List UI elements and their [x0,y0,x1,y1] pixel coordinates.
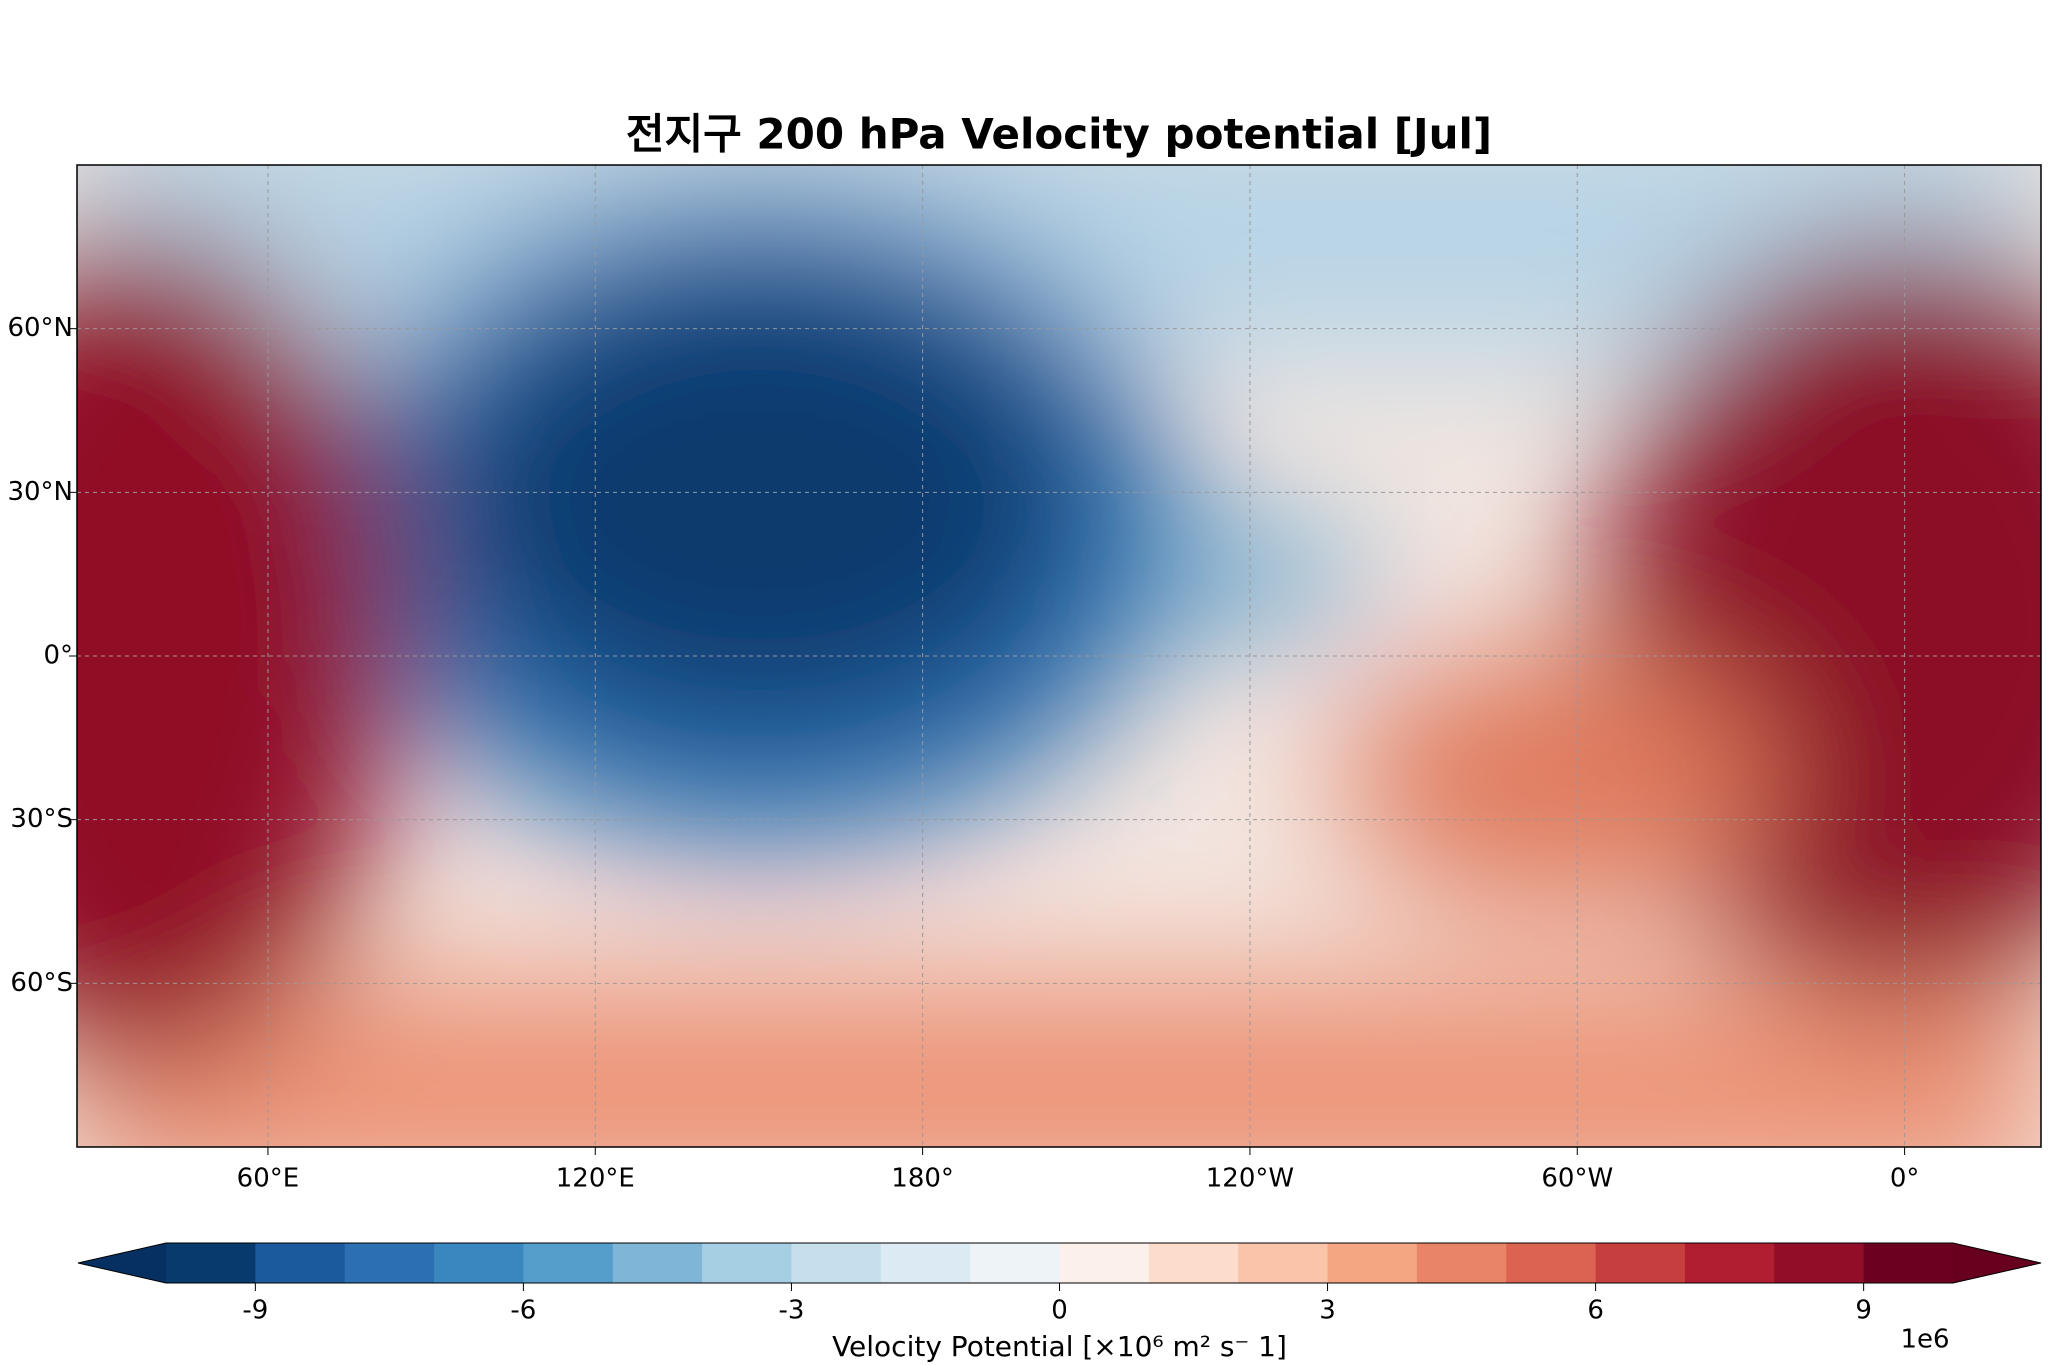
colorbar-bin [970,1243,1060,1283]
field [77,165,2041,1147]
x-tick-label: 120°E [556,1164,635,1194]
colorbar-extend-over [1953,1243,2041,1283]
colorbar-tick-label: 9 [1855,1296,1872,1326]
colorbar-bin [1059,1243,1150,1283]
high-ridge [1340,650,1780,910]
colorbar-bin [1595,1243,1686,1283]
y-tick-label: 0° [43,641,73,671]
x-tick-label: 180° [891,1164,954,1194]
colorbar-bin [791,1243,882,1283]
colorbar-bin [523,1243,614,1283]
title: 전지구 200 hPa Velocity potential [Jul] [626,110,1492,159]
colorbar-frame [77,1242,2042,1284]
x-tick-label: 120°W [1206,1164,1294,1194]
colorbar-bin [1863,1243,1954,1283]
colorbar-bin [344,1243,435,1283]
colorbar-bin [255,1243,346,1283]
high-west [77,230,400,1070]
x-tick-label: 0° [1890,1164,1920,1194]
colorbar-bin [612,1243,703,1283]
colorbar-tick-label: -6 [510,1296,536,1326]
colorbar-bin [1416,1243,1507,1283]
x-tick-label: 60°W [1541,1164,1613,1194]
colorbar-bin [1327,1243,1418,1283]
y-tick-label: 30°S [10,804,73,834]
colorbar-tick-label: 6 [1587,1296,1604,1326]
colorbar-bin [1506,1243,1597,1283]
colorbar-bin [1774,1243,1865,1283]
colorbar-extend-under [78,1243,166,1283]
colorbar-bin [1148,1243,1239,1283]
colorbar-tick-label: 3 [1319,1296,1336,1326]
low-core [440,270,1080,730]
colorbar-bin [434,1243,524,1283]
colorbar-bin [1684,1243,1775,1283]
x-tick-label: 60°E [237,1164,300,1194]
colorbar-offset: 1e6 [1900,1325,1949,1355]
y-tick-label: 30°N [7,477,73,507]
low-small [1150,530,1370,630]
colorbar-bin [166,1243,256,1283]
colorbar-label: Velocity Potential [×10⁶ m² s⁻ 1] [832,1330,1287,1363]
colorbar-bin [880,1243,971,1283]
colorbar-bin [702,1243,792,1283]
south-band [77,980,2041,1147]
colorbar-bin [1238,1243,1329,1283]
y-tick-label: 60°S [10,968,73,998]
colorbar-tick-label: -3 [778,1296,804,1326]
colorbar-tick-label: 0 [1051,1296,1068,1326]
colorbar-tick-label: -9 [242,1296,268,1326]
y-tick-label: 60°N [7,313,73,343]
